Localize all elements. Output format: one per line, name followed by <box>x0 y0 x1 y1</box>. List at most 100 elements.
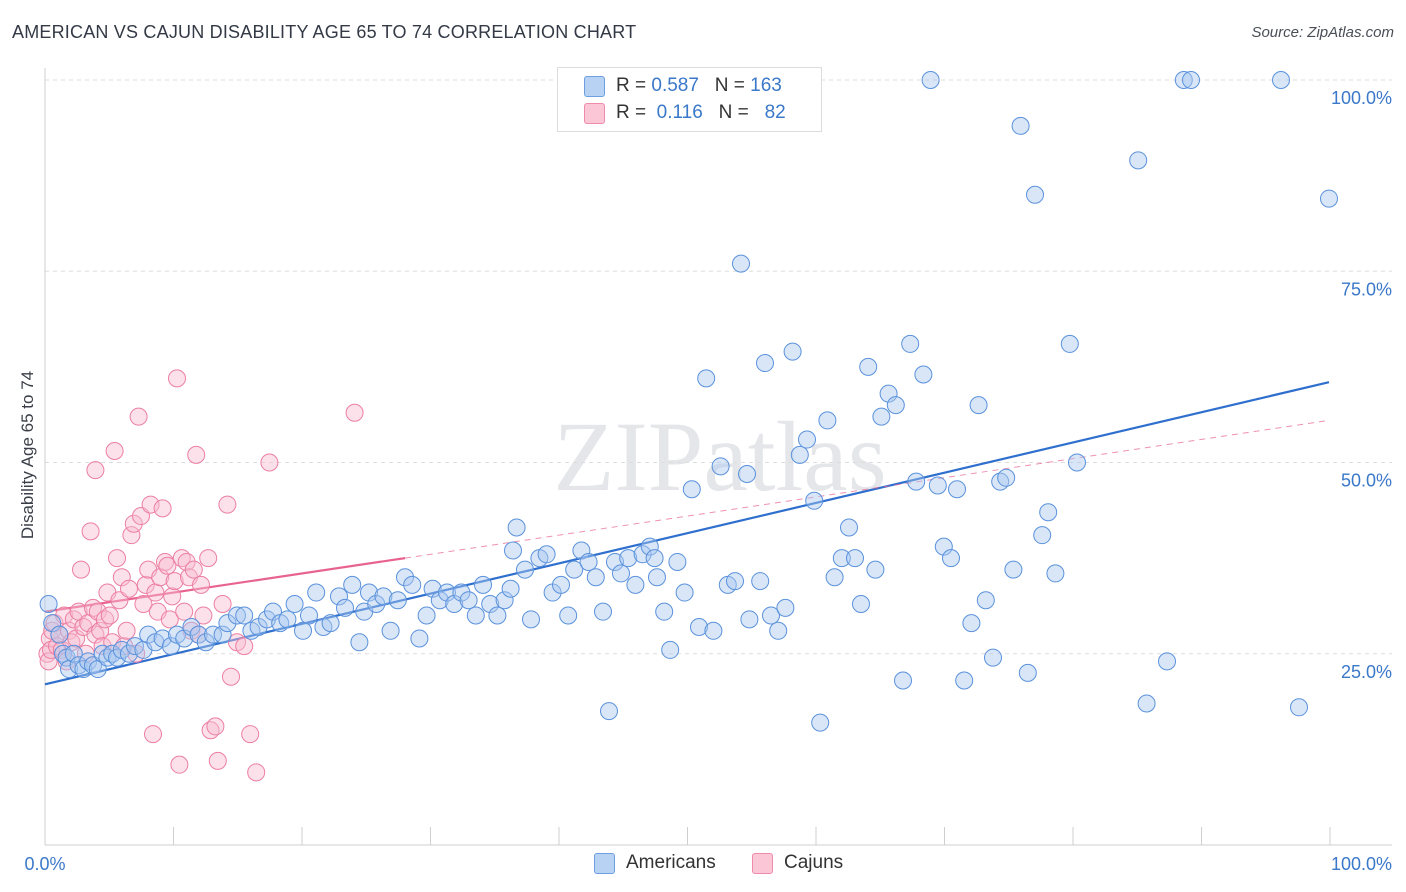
cajuns-point <box>206 717 225 736</box>
americans-points <box>39 71 1338 732</box>
americans-point <box>600 702 618 721</box>
americans-point <box>336 598 354 617</box>
cajuns-point <box>134 595 153 614</box>
americans-point <box>403 575 422 594</box>
americans-point <box>175 629 194 648</box>
americans-point <box>1060 334 1079 353</box>
americans-point <box>776 598 795 617</box>
americans-point <box>381 621 400 640</box>
cajuns-point <box>235 637 254 656</box>
r-label: R = <box>616 75 647 96</box>
cajuns-point <box>222 667 240 686</box>
x-tick-label: 0.0% <box>24 854 65 874</box>
americans-point <box>374 587 393 606</box>
cajuns-point <box>158 556 177 575</box>
americans-point <box>738 464 756 483</box>
americans-point <box>751 572 770 591</box>
cajuns-point <box>213 595 232 614</box>
americans-point <box>948 480 966 499</box>
americans-point <box>196 633 215 652</box>
americans-point <box>126 637 144 656</box>
americans-point <box>962 614 981 633</box>
legend-box: R = 0.587 N = 163 R = 0.116 N = 82 <box>557 67 822 132</box>
cajuns-point <box>60 621 78 640</box>
cajuns-point <box>105 442 124 461</box>
americans-point <box>942 549 960 568</box>
americans-legend-label: Americans <box>626 852 716 873</box>
chart-title: AMERICAN VS CAJUN DISABILITY AGE 65 TO 7… <box>12 22 637 42</box>
americans-point <box>396 568 414 587</box>
n-label: N = <box>714 75 745 96</box>
cajuns-point <box>160 610 179 629</box>
cajuns-point <box>86 461 105 480</box>
americans-point <box>1174 71 1193 89</box>
americans-point <box>682 480 701 499</box>
americans-point <box>410 629 429 648</box>
y-tick-label: 50.0% <box>1341 471 1392 491</box>
americans-point <box>350 633 369 652</box>
americans-point <box>894 671 912 690</box>
americans-point <box>1046 564 1065 583</box>
grid-lines <box>45 79 1392 655</box>
americans-point <box>901 334 920 353</box>
y-axis-label: Disability Age 65 to 74 <box>18 370 37 540</box>
cajuns-point <box>184 560 203 579</box>
legend-cajuns-text: R = 0.116 N = 82 <box>616 102 786 124</box>
americans-point <box>522 610 540 629</box>
cajuns-point <box>67 629 86 648</box>
americans-point <box>921 71 940 89</box>
americans-point <box>452 583 471 602</box>
americans-swatch <box>584 76 605 97</box>
cajuns-point <box>108 549 126 568</box>
americans-point <box>430 591 449 610</box>
americans-point <box>488 606 507 625</box>
americans-point <box>756 354 774 373</box>
americans-point <box>886 396 905 415</box>
americans-point <box>879 384 898 403</box>
americans-point <box>798 430 816 449</box>
americans-point <box>495 591 514 610</box>
americans-point <box>704 621 723 640</box>
americans-point <box>594 602 612 621</box>
cajuns-point <box>208 751 227 770</box>
americans-point <box>1137 694 1156 713</box>
americans-point <box>626 575 645 594</box>
americans-point <box>811 713 830 732</box>
x-tick-label: 100.0% <box>1331 854 1392 874</box>
americans-swatch <box>594 853 615 874</box>
cajuns-point <box>192 575 210 594</box>
americans-point <box>417 606 436 625</box>
americans-point <box>612 564 630 583</box>
cajuns-points <box>38 369 364 782</box>
cajuns-point <box>112 568 131 587</box>
americans-point <box>438 583 456 602</box>
cajuns-point <box>122 526 141 545</box>
americans-point <box>182 617 201 636</box>
americans-point <box>619 549 638 568</box>
axes <box>44 68 1392 846</box>
americans-point <box>740 610 759 629</box>
americans-point <box>572 541 591 560</box>
cajuns-point <box>39 652 58 671</box>
americans-point <box>969 396 988 415</box>
americans-point <box>278 610 297 629</box>
cajuns-point <box>163 587 182 606</box>
n-label: N = <box>718 102 749 123</box>
americans-point <box>50 625 69 644</box>
americans-point <box>832 549 851 568</box>
cajuns-point <box>241 725 260 744</box>
r-value: 0.587 <box>651 75 699 96</box>
cajuns-point <box>177 552 196 571</box>
americans-point <box>388 591 407 610</box>
americans-point <box>668 552 687 571</box>
americans-point <box>818 411 837 430</box>
n-value: 82 <box>764 102 786 123</box>
americans-point <box>907 472 926 491</box>
americans-point <box>1068 453 1086 472</box>
cajuns-point <box>168 369 186 388</box>
cajuns-point <box>100 606 119 625</box>
americans-point <box>228 606 246 625</box>
cajuns-point <box>120 579 138 598</box>
americans-point <box>586 568 605 587</box>
cajuns-point <box>72 560 90 579</box>
